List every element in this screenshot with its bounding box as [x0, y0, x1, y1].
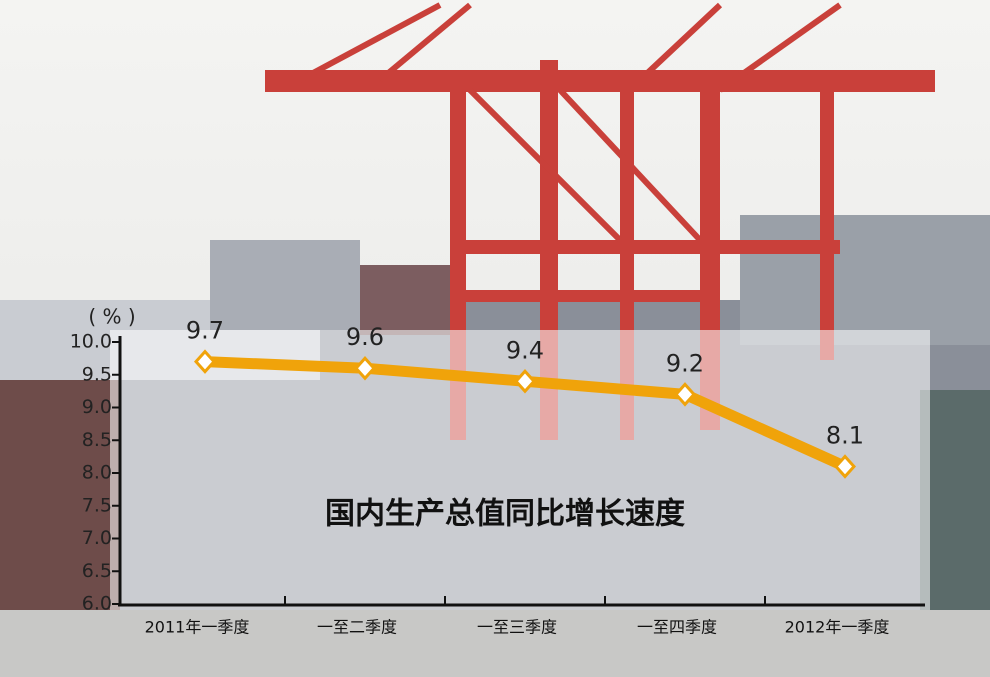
point-marker: [513, 369, 537, 394]
y-tick-label: 7.5: [82, 494, 112, 516]
point-marker: [353, 355, 377, 381]
point-marker: [673, 382, 697, 407]
x-tick-label: 一至二季度: [317, 618, 397, 637]
y-tick-label: 10.0: [70, 331, 112, 353]
data-label: 9.2: [666, 349, 704, 377]
y-tick-label: 8.5: [82, 429, 112, 451]
y-tick-label: 9.5: [82, 363, 112, 385]
data-label: 9.7: [186, 317, 224, 345]
y-tick-label: 7.0: [82, 527, 112, 549]
x-tick-label: 一至四季度: [637, 618, 717, 637]
y-tick-label: 6.5: [82, 560, 112, 582]
data-label: 8.1: [826, 421, 864, 449]
y-tick-label: 6.0: [82, 593, 112, 615]
point-marker: [193, 349, 217, 374]
x-tick-label: 2011年一季度: [145, 618, 250, 637]
x-tick-label: 2012年一季度: [785, 618, 890, 637]
x-tick-label: 一至三季度: [477, 618, 557, 637]
chart-title: 国内生产总值同比增长速度: [325, 497, 685, 532]
data-label: 9.6: [346, 323, 384, 351]
y-tick-label: 8.0: [82, 462, 112, 484]
y-axis-label: ( % ): [88, 305, 135, 329]
data-label: 9.4: [506, 336, 544, 364]
y-tick-label: 9.0: [82, 396, 112, 418]
point-marker: [833, 454, 857, 479]
